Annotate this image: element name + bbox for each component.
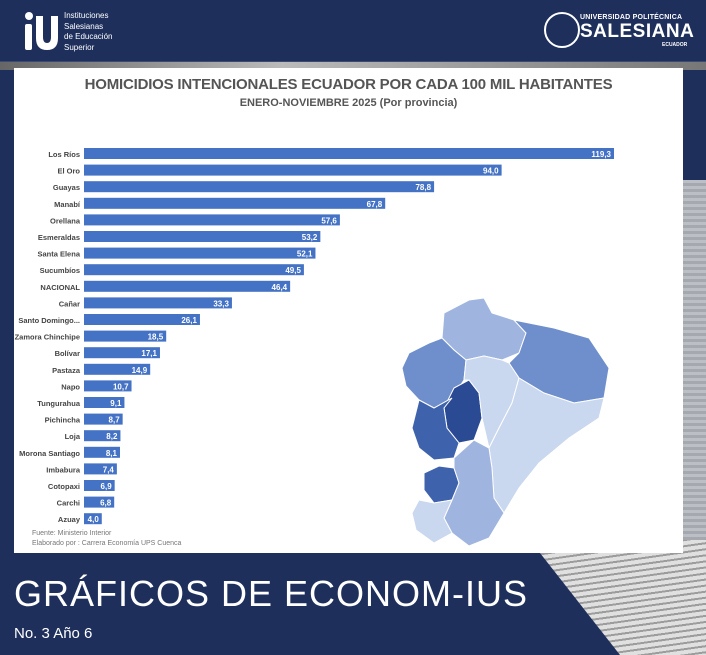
value-label: 18,5 (148, 333, 164, 342)
value-label: 10,7 (113, 382, 129, 391)
bar (84, 181, 435, 193)
chart-author: Elaborado por : Carrera Economía UPS Cue… (32, 540, 182, 547)
value-label: 67,8 (367, 200, 383, 209)
bar (84, 496, 115, 508)
bar (84, 446, 120, 458)
bar (84, 148, 614, 159)
map-region-amazon-south (488, 377, 605, 514)
category-label: Orellana (50, 216, 81, 225)
category-label: Pichincha (45, 416, 81, 425)
bar (84, 214, 340, 226)
category-label: Bolívar (55, 349, 81, 358)
category-label: Cotopaxi (48, 482, 80, 491)
category-label: Cañar (59, 299, 80, 308)
bar (84, 363, 151, 375)
value-label: 33,3 (213, 299, 229, 308)
chart-source: Fuente: Ministerio Interior (32, 530, 112, 537)
ius-logo-text: Instituciones Salesianas de Educación Su… (64, 11, 164, 53)
bar (84, 513, 102, 525)
value-label: 14,9 (132, 366, 148, 375)
header-bar: Instituciones Salesianas de Educación Su… (0, 0, 706, 62)
map-region-guayas (411, 397, 460, 461)
category-label: Morona Santiago (19, 449, 80, 458)
footer: GRÁFICOS DE ECONOM-IUS No. 3 Año 6 (0, 553, 706, 655)
ups-logo-main: SALESIANA (580, 21, 695, 42)
footer-band (0, 553, 620, 655)
bar (84, 197, 386, 209)
map-region-loja (411, 499, 453, 544)
value-label: 53,2 (302, 233, 318, 242)
value-label: 94,0 (483, 167, 499, 176)
category-label: Loja (65, 432, 81, 441)
bar (84, 264, 304, 276)
category-label: Carchi (57, 499, 80, 508)
logo-line-1: Instituciones (64, 11, 109, 20)
chart-subtitle: ENERO-NOVIEMBRE 2025 (Por provincia) (239, 97, 458, 109)
bar (84, 397, 125, 408)
category-label: Imbabura (46, 465, 81, 474)
bars-group: Los Ríos 119,3 El Oro 94,0 Guayas 78,8 Manabí 6… (15, 148, 614, 525)
category-label: Manabí (54, 200, 81, 209)
category-label: Napo (61, 382, 80, 391)
value-label: 57,6 (321, 216, 337, 225)
value-label: 8,1 (106, 449, 118, 458)
value-label: 49,5 (285, 266, 301, 275)
value-label: 26,1 (181, 316, 197, 325)
value-label: 4,0 (88, 515, 100, 524)
bar (84, 480, 115, 491)
bar (84, 463, 117, 475)
value-label: 17,1 (141, 349, 157, 358)
bar (84, 247, 316, 259)
category-label: Tungurahua (37, 399, 81, 408)
ius-logo-icon (25, 12, 58, 50)
category-label: Santa Elena (37, 250, 80, 259)
value-label: 46,4 (272, 283, 288, 292)
bar (84, 330, 167, 342)
chart-panel: HOMICIDIOS INTENCIONALES ECUADOR POR CAD… (14, 68, 683, 553)
bar-chart: Los Ríos 119,3 El Oro 94,0 Guayas 78,8 Manabí 6… (15, 148, 614, 547)
value-label: 9,1 (110, 399, 122, 408)
value-label: 8,2 (106, 432, 118, 441)
ups-logo: UNIVERSIDAD POLITÉCNICA SALESIANA ECUADO… (544, 12, 694, 52)
bar (84, 164, 502, 176)
category-label: Esmeraldas (38, 233, 80, 242)
value-label: 6,8 (100, 499, 112, 508)
value-label: 6,9 (101, 482, 113, 491)
chart-title: HOMICIDIOS INTENCIONALES ECUADOR POR CAD… (84, 76, 613, 93)
ius-logo: Instituciones Salesianas de Educación Su… (22, 10, 192, 54)
footer-issue: No. 3 Año 6 (14, 625, 93, 642)
logo-line-2: Salesianas (64, 21, 104, 31)
bar (84, 347, 160, 359)
ecuador-map-icon (401, 297, 610, 547)
bar (84, 413, 123, 425)
category-label: Pastaza (52, 366, 81, 375)
category-label: Azuay (58, 515, 81, 524)
background-photo-strip (0, 62, 706, 70)
ups-logo-sub: ECUADOR (662, 42, 688, 48)
category-label: Santo Domingo... (18, 316, 80, 325)
bar (84, 314, 200, 325)
bar (84, 231, 321, 242)
footer-title: GRÁFICOS DE ECONOM-IUS (14, 573, 529, 614)
map-region-south (443, 439, 505, 547)
bar (84, 280, 291, 292)
category-label: El Oro (57, 167, 80, 176)
category-label: Guayas (53, 183, 80, 192)
category-label: Sucumbíos (40, 266, 80, 275)
value-label: 119,3 (591, 150, 611, 159)
value-label: 8,7 (109, 416, 121, 425)
value-label: 78,8 (415, 183, 431, 192)
category-label: NACIONAL (40, 283, 80, 292)
category-label: Los Ríos (48, 150, 80, 159)
bar (84, 297, 232, 309)
logo-line-4: Superior (64, 42, 95, 52)
bar (84, 430, 121, 442)
ups-logo-top: UNIVERSIDAD POLITÉCNICA (580, 14, 683, 21)
value-label: 52,1 (297, 250, 313, 259)
bar (84, 380, 132, 392)
logo-line-3: de Educación (64, 32, 113, 41)
ups-seal-icon (544, 12, 580, 48)
category-label: Zamora Chinchipe (15, 333, 80, 342)
value-label: 7,4 (103, 465, 115, 474)
